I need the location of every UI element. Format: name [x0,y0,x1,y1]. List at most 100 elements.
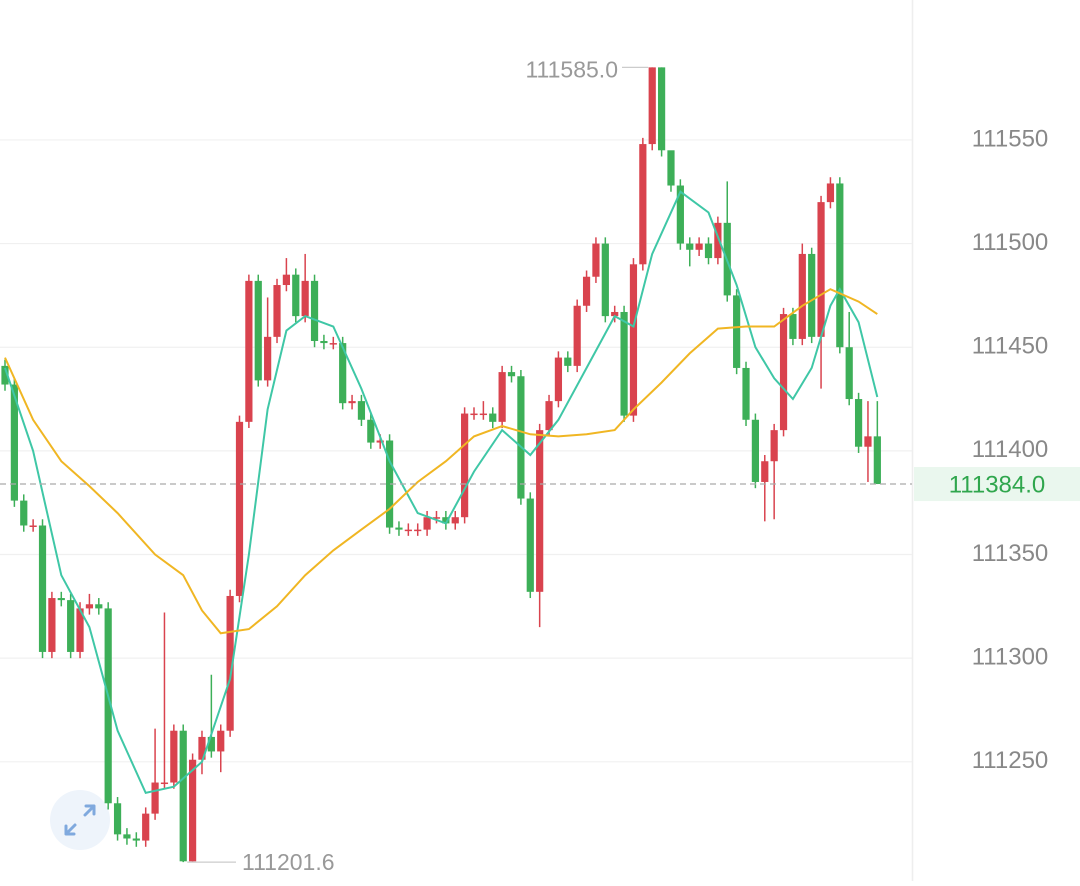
candle-body [489,413,497,422]
candle-body [432,517,441,519]
min-label: 111201.6 [242,849,335,875]
y-tick-label: 111300 [972,644,1049,671]
y-tick-label: 111400 [972,436,1049,463]
candle-body [601,243,609,317]
expand-circle[interactable] [50,790,110,850]
candle-body [292,274,300,317]
y-tick-label: 111350 [972,540,1049,567]
candle-body [808,253,816,337]
candle-body [470,413,478,416]
candle-body [245,280,253,422]
candle-body [582,276,591,306]
candle-body [95,604,103,609]
candle-body [339,343,347,404]
candle-body [348,401,356,404]
candle-body [104,608,112,804]
candle-body [479,413,487,416]
candle-body [264,336,272,381]
candle-body [611,311,619,317]
candle-body [207,736,215,752]
candle-body [667,150,675,186]
expand-icon[interactable] [64,804,96,836]
candle-body [170,730,178,783]
candle-body [10,384,18,501]
candle-body [320,340,328,344]
candle-body [779,314,788,431]
y-tick-label: 111450 [972,333,1049,360]
candle-body [273,285,281,337]
candle-body [217,730,225,752]
candle-body [836,183,844,348]
candle-body [310,280,319,341]
candle-body [873,436,881,485]
max-label: 111585.0 [525,56,618,82]
candle-body [198,736,206,760]
candle-body [517,376,525,499]
candle-body [676,185,684,244]
candle-body [761,461,769,482]
candle-body [254,280,262,381]
candle-body [498,372,506,422]
candle-body [48,598,56,652]
candle-body [132,838,140,841]
candle-body [854,399,863,447]
candle-body [160,782,169,785]
candle-body [226,595,234,731]
candle-body [367,419,375,443]
candle-body [282,274,290,286]
candle-body [733,295,741,368]
candle-body [179,730,187,862]
candle-body [639,144,647,265]
candle-body [376,440,384,443]
candle-body [864,436,872,447]
candle-body [301,280,309,317]
candle-body [592,243,600,277]
candle-body [395,527,403,530]
candle-body [113,803,122,835]
candle-body [648,67,656,145]
candle-body [526,498,534,592]
candle-body [826,183,835,203]
candle-body [423,517,431,530]
candle-body [189,759,197,862]
moving-average-line [4,190,879,795]
candle-body [573,305,581,366]
candle-body [686,243,694,250]
candle-body [235,421,244,596]
last-price-badge [914,467,1080,502]
candle-body [76,608,84,652]
candle-body [714,222,722,259]
candle-body [629,264,638,416]
y-tick-label: 111500 [972,229,1049,256]
candle-body [329,343,337,345]
candle-body [564,357,572,366]
candle-body [357,401,366,420]
candle-body [554,357,563,402]
candle-body [695,243,703,250]
candle-body [817,202,825,337]
candle-body [536,430,544,592]
candle-body [442,517,450,524]
moving-average-line [4,288,878,635]
candle-body [451,517,459,524]
candle-body [742,367,750,420]
candle-body [1,365,9,385]
y-tick-label: 111550 [972,125,1049,152]
candle-body [385,440,394,528]
candle-body [123,834,131,839]
candle-body [620,311,628,416]
candle-body [142,813,150,841]
candle-body [38,525,47,652]
candle-body [845,347,853,400]
candle-body [29,525,37,527]
expand-button[interactable] [50,790,110,850]
candle-body [789,314,797,339]
y-tick-label: 111250 [972,747,1049,774]
candle-body [151,782,159,814]
candle-body [545,401,553,431]
candle-body [404,529,412,532]
candle-body [85,604,94,609]
candle-body [751,419,759,482]
candle-body [414,529,422,532]
